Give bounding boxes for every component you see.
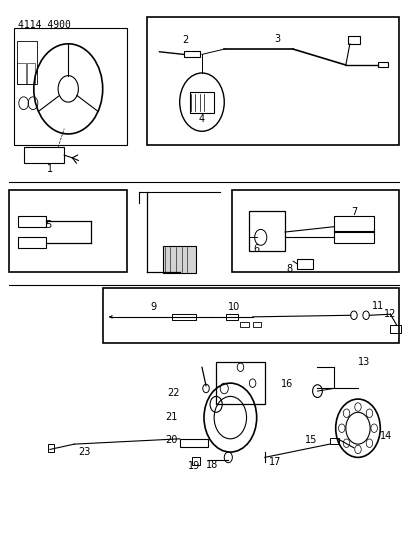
Text: 11: 11 bbox=[372, 301, 384, 311]
Bar bbox=[226, 314, 238, 320]
Text: 8: 8 bbox=[286, 264, 292, 274]
Text: 9: 9 bbox=[150, 302, 156, 312]
Text: 18: 18 bbox=[206, 460, 218, 470]
Bar bbox=[147, 17, 399, 144]
Text: 21: 21 bbox=[165, 412, 177, 422]
Text: 10: 10 bbox=[228, 302, 241, 312]
Bar bbox=[240, 322, 248, 327]
Text: 12: 12 bbox=[384, 309, 397, 319]
Bar bbox=[18, 216, 46, 227]
Text: 6: 6 bbox=[254, 244, 260, 254]
Bar bbox=[253, 322, 261, 327]
Text: 13: 13 bbox=[358, 357, 370, 367]
FancyBboxPatch shape bbox=[164, 246, 196, 273]
Bar bbox=[348, 36, 360, 44]
Bar bbox=[192, 457, 200, 465]
Text: 14: 14 bbox=[380, 431, 392, 441]
Bar bbox=[233, 190, 399, 272]
Bar bbox=[172, 314, 196, 320]
Bar bbox=[190, 92, 214, 113]
Text: 3: 3 bbox=[274, 34, 280, 44]
Text: 4114 4900: 4114 4900 bbox=[18, 20, 71, 30]
Bar bbox=[17, 41, 37, 84]
Bar bbox=[334, 231, 374, 243]
Text: 15: 15 bbox=[305, 434, 317, 445]
Text: 22: 22 bbox=[167, 389, 180, 398]
Bar bbox=[24, 147, 64, 163]
Text: 2: 2 bbox=[183, 35, 189, 45]
Text: 4: 4 bbox=[199, 114, 205, 124]
Text: 1: 1 bbox=[47, 164, 53, 174]
Text: 19: 19 bbox=[188, 461, 200, 471]
FancyArrowPatch shape bbox=[110, 316, 112, 318]
Bar bbox=[103, 288, 399, 343]
Text: 5: 5 bbox=[45, 220, 51, 230]
Bar bbox=[27, 63, 35, 84]
Text: 23: 23 bbox=[78, 447, 91, 457]
Bar bbox=[48, 444, 54, 452]
Text: 16: 16 bbox=[281, 379, 293, 390]
Bar bbox=[184, 51, 200, 57]
Text: 20: 20 bbox=[165, 434, 177, 445]
Bar bbox=[18, 237, 46, 248]
Bar bbox=[334, 216, 374, 232]
Bar bbox=[297, 259, 313, 269]
Text: 7: 7 bbox=[351, 207, 357, 216]
Bar bbox=[390, 325, 401, 333]
Bar bbox=[378, 62, 388, 67]
Bar bbox=[330, 438, 339, 444]
Bar bbox=[9, 190, 127, 272]
Bar bbox=[13, 28, 127, 144]
Bar bbox=[248, 211, 285, 251]
Bar bbox=[17, 63, 26, 84]
Text: 17: 17 bbox=[269, 457, 281, 467]
Bar bbox=[180, 439, 208, 447]
